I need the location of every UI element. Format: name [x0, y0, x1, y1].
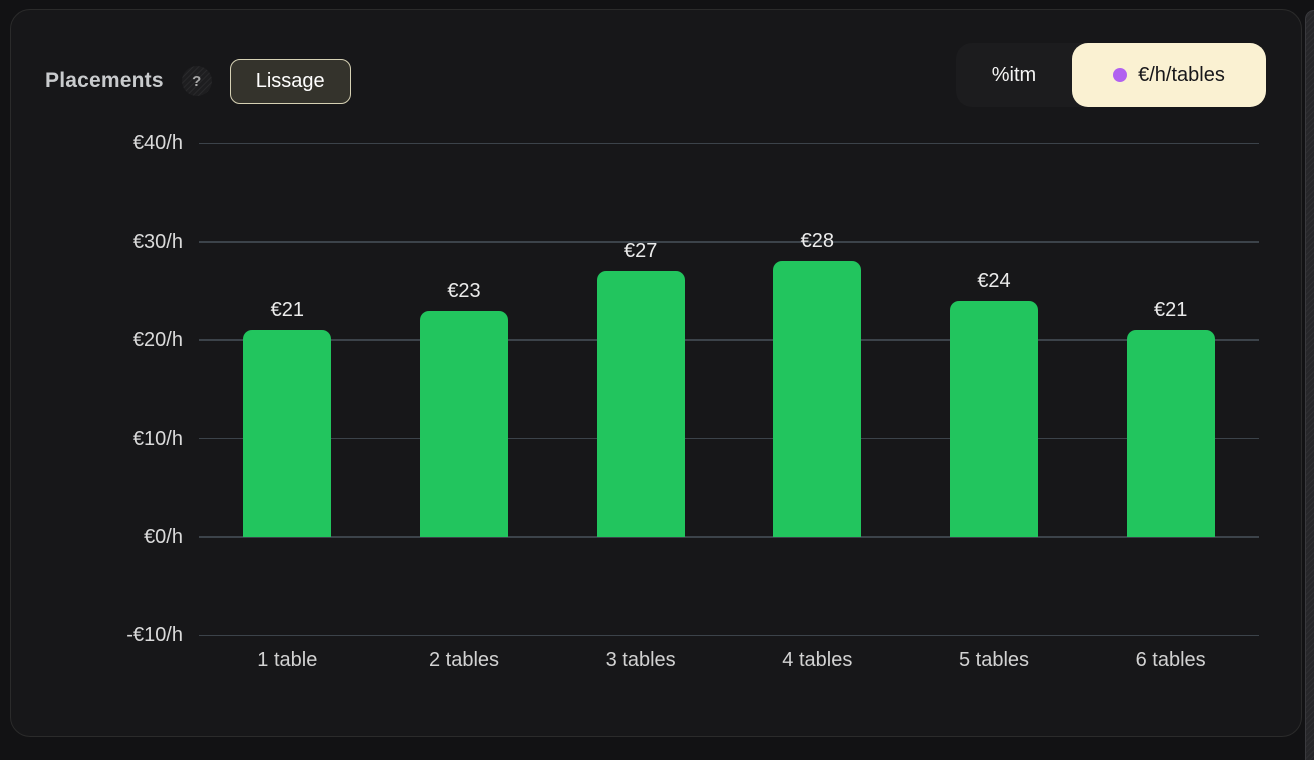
bar-value-label: €27 [623, 240, 658, 263]
toggle-option-eh-tables[interactable]: €/h/tables [1072, 43, 1266, 107]
x-axis-tick-label: 2 tables [428, 649, 500, 671]
gridline [199, 339, 1259, 341]
toggle-option-itm[interactable]: %itm [956, 43, 1072, 107]
help-icon[interactable]: ? [181, 66, 212, 96]
y-axis-tick-label: -€10/h [126, 624, 183, 647]
y-axis-tick-label: €40/h [132, 132, 183, 155]
bar-value-label: €21 [270, 299, 305, 322]
x-axis-tick-label: 4 tables [782, 649, 853, 671]
bar[interactable] [243, 330, 332, 537]
smoothing-button[interactable]: Lissage [229, 58, 351, 104]
selected-dot-icon [1113, 68, 1128, 82]
bar-value-label: €21 [1153, 299, 1188, 322]
metric-toggle: %itm €/h/tables [956, 43, 1266, 107]
gridline [199, 241, 1259, 243]
placements-card: Placements ? Lissage %itm €/h/tables €40… [10, 9, 1302, 737]
bar-chart: €40/h €30/h €20/h €10/h €0/h -€10/h €21 1 table… [11, 10, 1301, 736]
y-axis-tick-label: €0/h [144, 526, 183, 548]
page-title: Placements [45, 69, 164, 92]
gridline [199, 634, 1259, 637]
adjacent-panel-edge[interactable] [1305, 10, 1314, 760]
bar-value-label: €24 [977, 269, 1011, 292]
bar[interactable] [1126, 330, 1215, 537]
gridline [199, 142, 1259, 145]
x-axis-tick-label: 5 tables [958, 649, 1030, 671]
x-axis-tick-label: 1 table [257, 649, 318, 671]
bar-value-label: €28 [800, 230, 835, 253]
toggle-option-label: €/h/tables [1138, 63, 1225, 86]
bar[interactable] [596, 271, 685, 537]
bar[interactable] [420, 310, 508, 537]
bar[interactable] [773, 261, 862, 537]
y-axis-tick-label: €10/h [132, 427, 183, 450]
card-header: Placements ? Lissage [45, 53, 351, 109]
x-axis-tick-label: 6 tables [1135, 649, 1206, 671]
y-axis-tick-label: €20/h [132, 329, 183, 352]
bar[interactable] [950, 300, 1038, 537]
gridline [199, 437, 1259, 440]
x-axis-tick-label: 3 tables [605, 649, 676, 671]
y-axis-tick-label: €30/h [132, 230, 183, 253]
bar-value-label: €23 [447, 279, 481, 302]
gridline [199, 536, 1259, 538]
